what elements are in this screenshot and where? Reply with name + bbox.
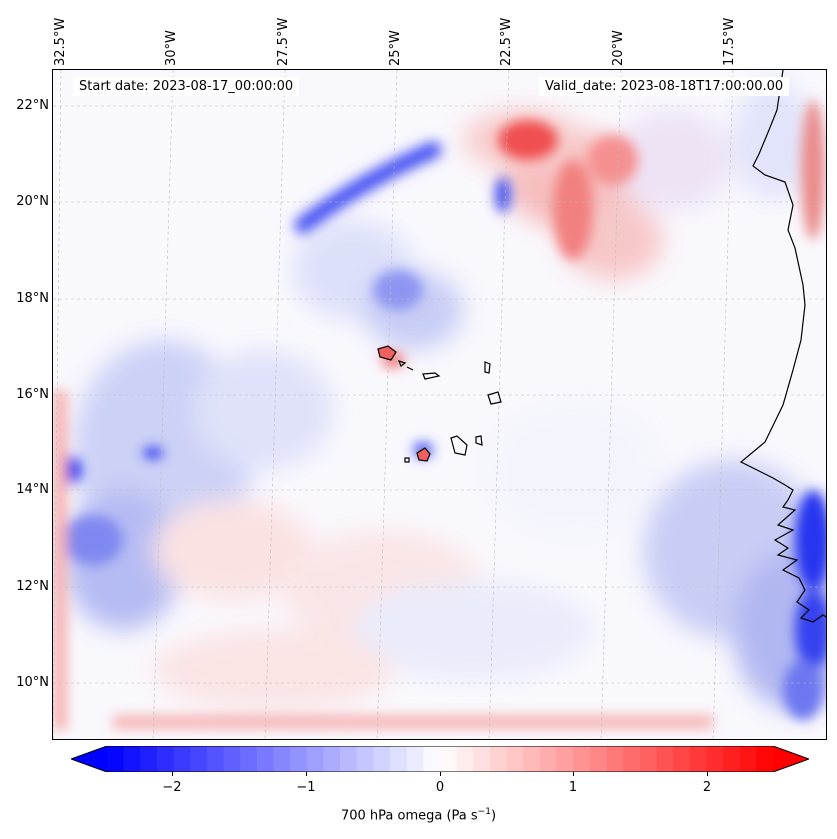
colorbar-bin bbox=[456, 746, 474, 772]
lon-label-22-5w: 22.5°W bbox=[499, 17, 514, 66]
lat-label-16n: 16°N bbox=[16, 387, 49, 402]
colorbar-bin bbox=[406, 746, 424, 772]
colorbar-bin bbox=[706, 746, 724, 772]
colorbar-bin bbox=[206, 746, 225, 772]
colorbar-tick-neg2: −2 bbox=[162, 780, 182, 795]
colorbar-bin bbox=[156, 746, 175, 772]
colorbar-bin bbox=[123, 746, 141, 772]
colorbar-bin bbox=[756, 746, 774, 772]
colorbar-bin bbox=[573, 746, 591, 772]
colorbar-tick-0: 0 bbox=[435, 780, 445, 795]
colorbar-bin bbox=[606, 746, 624, 772]
colorbar-bin bbox=[539, 746, 558, 772]
lat-label-10n: 10°N bbox=[16, 675, 49, 690]
colorbar-tickmark-neg2 bbox=[172, 772, 173, 776]
colorbar-extend-min bbox=[71, 746, 107, 772]
colorbar-bin bbox=[107, 746, 125, 772]
colorbar-bin bbox=[190, 746, 208, 772]
colorbar-bin bbox=[639, 746, 658, 772]
colorbar-bin bbox=[506, 746, 524, 772]
colorbar-bin bbox=[423, 746, 441, 772]
colorbar-bin bbox=[373, 746, 391, 772]
colorbar-bin bbox=[340, 746, 358, 772]
valid-date-label: Valid_date: 2023-08-18T17:00:00.00 bbox=[539, 77, 790, 96]
lat-label-12n: 12°N bbox=[16, 579, 49, 594]
colorbar-tick-1: 1 bbox=[568, 780, 578, 795]
lon-label-20w: 20°W bbox=[611, 30, 626, 66]
colorbar-bin bbox=[623, 746, 641, 772]
colorbar-bin bbox=[290, 746, 308, 772]
colorbar-bin bbox=[489, 746, 508, 772]
colorbar-bin bbox=[223, 746, 241, 772]
lon-label-30w: 30°W bbox=[164, 30, 179, 66]
graticule bbox=[53, 70, 826, 739]
strong-field-features bbox=[53, 100, 826, 730]
colorbar-bin bbox=[140, 746, 158, 772]
colorbar-tick-2: 2 bbox=[702, 780, 712, 795]
lon-label-32-5w: 32.5°W bbox=[53, 17, 68, 66]
omega-field-map bbox=[53, 70, 826, 739]
colorbar-extend-max bbox=[773, 746, 809, 772]
colorbar-bin bbox=[390, 746, 408, 772]
colorbar-bin bbox=[256, 746, 275, 772]
lat-label-20n: 20°N bbox=[16, 194, 49, 209]
colorbar-label: 700 hPa omega (Pa s−1) bbox=[340, 807, 497, 824]
africa-coastline bbox=[739, 70, 826, 623]
colorbar-bin bbox=[656, 746, 674, 772]
start-date-label: Start date: 2023-08-17_00:00:00 bbox=[73, 77, 300, 96]
colorbar-bin bbox=[356, 746, 374, 772]
colorbar-bin bbox=[523, 746, 541, 772]
colorbar-bin bbox=[673, 746, 691, 772]
lon-label-17-5w: 17.5°W bbox=[722, 17, 737, 66]
lon-label-25w: 25°W bbox=[388, 30, 403, 66]
colorbar-bin bbox=[273, 746, 291, 772]
colorbar bbox=[71, 746, 809, 772]
colorbar-tickmark-2 bbox=[707, 772, 708, 776]
cape-verde-islands bbox=[377, 345, 502, 463]
colorbar-bin bbox=[589, 746, 608, 772]
colorbar-tick-neg1: −1 bbox=[296, 780, 316, 795]
lat-label-18n: 18°N bbox=[16, 291, 49, 306]
colorbar-bin bbox=[739, 746, 757, 772]
colorbar-bin bbox=[173, 746, 191, 772]
colorbar-tickmark-1 bbox=[573, 772, 574, 776]
lat-label-14n: 14°N bbox=[16, 482, 49, 497]
colorbar-bin bbox=[556, 746, 574, 772]
colorbar-bin bbox=[473, 746, 491, 772]
colorbar-bin bbox=[323, 746, 341, 772]
map-panel bbox=[52, 69, 827, 740]
colorbar-bin bbox=[240, 746, 258, 772]
lon-label-27-5w: 27.5°W bbox=[276, 17, 291, 66]
colorbar-bin bbox=[306, 746, 325, 772]
lat-label-22n: 22°N bbox=[16, 98, 49, 113]
colorbar-bin bbox=[723, 746, 741, 772]
colorbar-bin bbox=[689, 746, 707, 772]
colorbar-bin bbox=[440, 746, 458, 772]
colorbar-tickmark-0 bbox=[440, 772, 441, 776]
colorbar-tickmark-neg1 bbox=[306, 772, 307, 776]
